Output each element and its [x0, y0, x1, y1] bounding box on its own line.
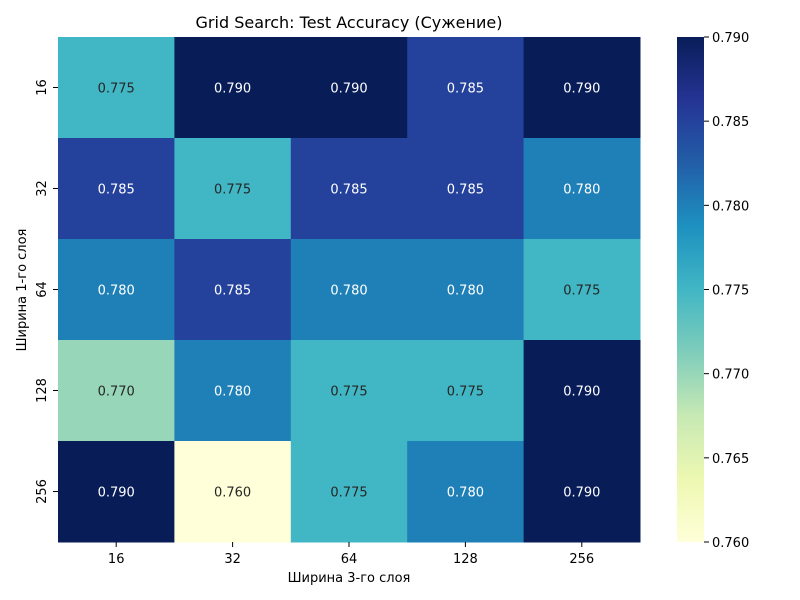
cell-value-label-1-2: 0.785	[330, 183, 367, 198]
heatmap-cell-2-1	[174, 239, 292, 341]
cell-value-label-1-0: 0.785	[98, 183, 135, 198]
colorbar-tick-label-5: 0.785	[712, 115, 749, 130]
y-tick-label-2: 64	[35, 281, 50, 298]
y-axis-label: Ширина 1-го слоя	[15, 229, 30, 352]
heatmap-cell-2-2	[290, 239, 408, 341]
heatmap-cell-0-3	[407, 37, 525, 139]
cell-value-label-1-1: 0.775	[214, 183, 251, 198]
cell-value-label-0-4: 0.790	[563, 82, 600, 97]
cell-value-label-2-4: 0.775	[563, 284, 600, 299]
heatmap-cell-3-2	[290, 340, 408, 442]
colorbar-tick-label-2: 0.770	[712, 368, 749, 383]
x-tick-label-1: 32	[224, 552, 241, 567]
cell-value-label-1-3: 0.785	[447, 183, 484, 198]
x-axis-label: Ширина 3-го слоя	[288, 571, 411, 586]
colorbar-tick-label-3: 0.775	[712, 284, 749, 299]
heatmap-cell-1-2	[290, 138, 408, 240]
cell-value-label-0-0: 0.775	[98, 82, 135, 97]
heatmap-cell-4-1	[174, 441, 292, 543]
chart-title: Grid Search: Test Accuracy (Сужение)	[196, 13, 503, 32]
cell-value-label-4-3: 0.780	[447, 486, 484, 501]
cell-value-label-0-1: 0.790	[214, 82, 251, 97]
heatmap-cell-1-4	[523, 138, 641, 240]
x-tick-label-4: 256	[569, 552, 594, 567]
heatmap-cell-0-0	[58, 37, 175, 139]
heatmap-cell-0-4	[523, 37, 641, 139]
heatmap-cell-3-1	[174, 340, 292, 442]
heatmap-cell-4-3	[407, 441, 525, 543]
heatmap-cell-4-0	[58, 441, 175, 543]
x-tick-label-2: 64	[341, 552, 358, 567]
cell-value-label-3-1: 0.780	[214, 385, 251, 400]
heatmap-cell-1-0	[58, 138, 175, 240]
heatmap-cell-3-0	[58, 340, 175, 442]
heatmap-cell-4-4	[523, 441, 641, 543]
heatmap-cell-4-2	[290, 441, 408, 543]
heatmap-cell-3-4	[523, 340, 641, 442]
cell-value-label-1-4: 0.780	[563, 183, 600, 198]
cell-value-label-2-1: 0.785	[214, 284, 251, 299]
colorbar-gradient	[677, 37, 704, 542]
colorbar-tick-label-4: 0.780	[712, 199, 749, 214]
cell-value-label-3-4: 0.790	[563, 385, 600, 400]
y-tick-label-0: 16	[35, 79, 50, 96]
colorbar-tick-label-6: 0.790	[712, 31, 749, 46]
cell-value-label-0-2: 0.790	[330, 82, 367, 97]
x-tick-label-0: 16	[108, 552, 125, 567]
colorbar-tick-label-1: 0.765	[712, 452, 749, 467]
heatmap-cell-1-1	[174, 138, 292, 240]
heatmap-cell-2-3	[407, 239, 525, 341]
cell-value-label-2-2: 0.780	[330, 284, 367, 299]
x-axis: 16 32 64 128 256	[108, 542, 594, 567]
y-axis: 16 32 64 128 256	[35, 79, 58, 504]
cell-value-label-4-2: 0.775	[330, 486, 367, 501]
cell-value-label-0-3: 0.785	[447, 82, 484, 97]
colorbar: 0.760 0.765 0.770 0.775 0.780 0.785 0.790	[677, 31, 749, 551]
cell-value-label-3-0: 0.770	[98, 385, 135, 400]
y-tick-label-1: 32	[35, 180, 50, 197]
cell-value-label-3-3: 0.775	[447, 385, 484, 400]
colorbar-tick-label-0: 0.760	[712, 536, 749, 551]
y-tick-label-4: 256	[35, 479, 50, 504]
cell-value-label-4-4: 0.790	[563, 486, 600, 501]
cell-value-label-4-1: 0.760	[214, 486, 251, 501]
cell-value-label-4-0: 0.790	[98, 486, 135, 501]
cell-value-label-2-3: 0.780	[447, 284, 484, 299]
cell-value-label-3-2: 0.775	[330, 385, 367, 400]
heatmap-cell-0-2	[290, 37, 408, 139]
y-tick-label-3: 128	[35, 378, 50, 403]
cell-value-label-2-0: 0.780	[98, 284, 135, 299]
heatmap-cell-0-1	[174, 37, 292, 139]
heatmap-cell-2-4	[523, 239, 641, 341]
heatmap-cell-1-3	[407, 138, 525, 240]
x-tick-label-3: 128	[453, 552, 478, 567]
heatmap-cells: 0.775 0.790 0.790 0.785 0.790 0.785 0.775 0.785…	[58, 37, 641, 543]
heatmap-cell-2-0	[58, 239, 175, 341]
heatmap-cell-3-3	[407, 340, 525, 442]
